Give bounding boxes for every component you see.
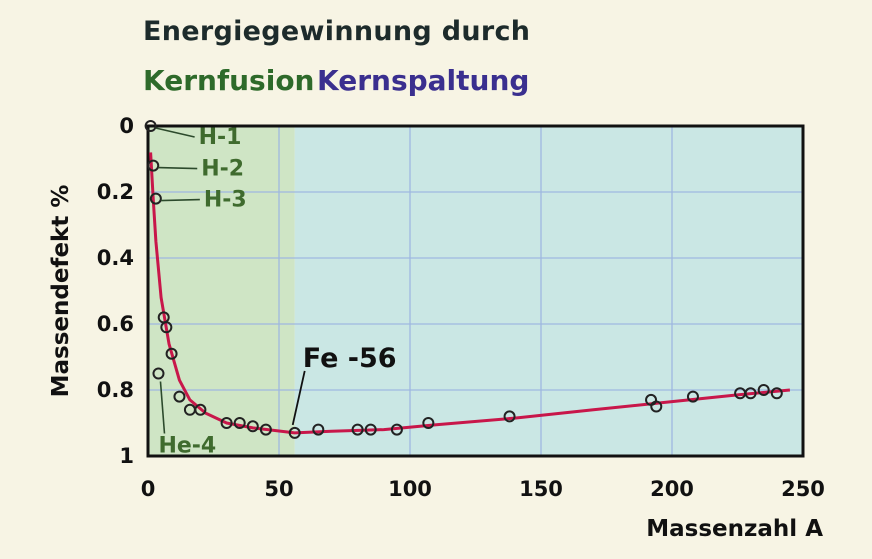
y-tick-label: 0.8 [97, 378, 134, 402]
data-point [220, 417, 233, 429]
y-tick-label: 0.2 [97, 180, 134, 204]
y-tick-label: 0 [119, 114, 134, 138]
data-point [259, 423, 272, 436]
data-point [503, 410, 516, 423]
annotation-label: He-4 [158, 434, 216, 459]
fission-label: Kernspaltung [317, 64, 530, 97]
annotation-leader-line [159, 381, 166, 434]
y-tick-label: 0.4 [97, 246, 134, 270]
data-point [194, 403, 207, 416]
annotation-leader-line [160, 198, 200, 202]
data-point [147, 159, 160, 172]
data-point [351, 423, 364, 436]
annotation-label: Fe -56 [303, 343, 397, 374]
data-point [686, 390, 699, 403]
data-point [165, 347, 178, 360]
fusion-label: Kernfusion [143, 64, 315, 97]
annotation-leader-line [291, 370, 306, 426]
annotation-leader-line [158, 166, 198, 170]
x-tick-label: 150 [519, 477, 563, 501]
y-tick-label: 1 [119, 444, 134, 468]
data-point [770, 387, 783, 400]
data-point [173, 390, 186, 403]
x-axis-title: Massenzahl A [646, 516, 823, 542]
x-tick-label: 0 [141, 477, 156, 501]
data-point [149, 192, 162, 205]
data-point [422, 417, 435, 429]
x-tick-label: 50 [264, 477, 293, 501]
data-point [144, 120, 157, 132]
x-tick-label: 100 [388, 477, 432, 501]
annotation-leader-line [155, 127, 195, 138]
annotation-label: H-3 [204, 188, 247, 213]
x-tick-label: 200 [650, 477, 694, 501]
data-point [650, 400, 663, 413]
y-axis-title: Massendefekt % [48, 185, 74, 398]
x-tick-label: 250 [781, 477, 825, 501]
data-point [246, 420, 259, 433]
data-point [757, 384, 770, 396]
data-point [288, 426, 301, 439]
annotation-label: H-1 [199, 125, 242, 150]
fission-region [294, 126, 803, 456]
data-point [152, 367, 165, 380]
chart-title: Energiegewinnung durch [143, 16, 531, 47]
data-point [160, 321, 173, 334]
data-point [233, 417, 246, 429]
data-point [364, 423, 377, 436]
fusion-region [148, 126, 295, 456]
y-tick-label: 0.6 [97, 312, 134, 336]
data-point [744, 387, 757, 400]
mass-defect-curve [149, 152, 791, 435]
annotation-label: H-2 [201, 157, 244, 182]
data-point [390, 423, 403, 436]
data-point [312, 423, 325, 436]
plot-frame [146, 124, 805, 458]
